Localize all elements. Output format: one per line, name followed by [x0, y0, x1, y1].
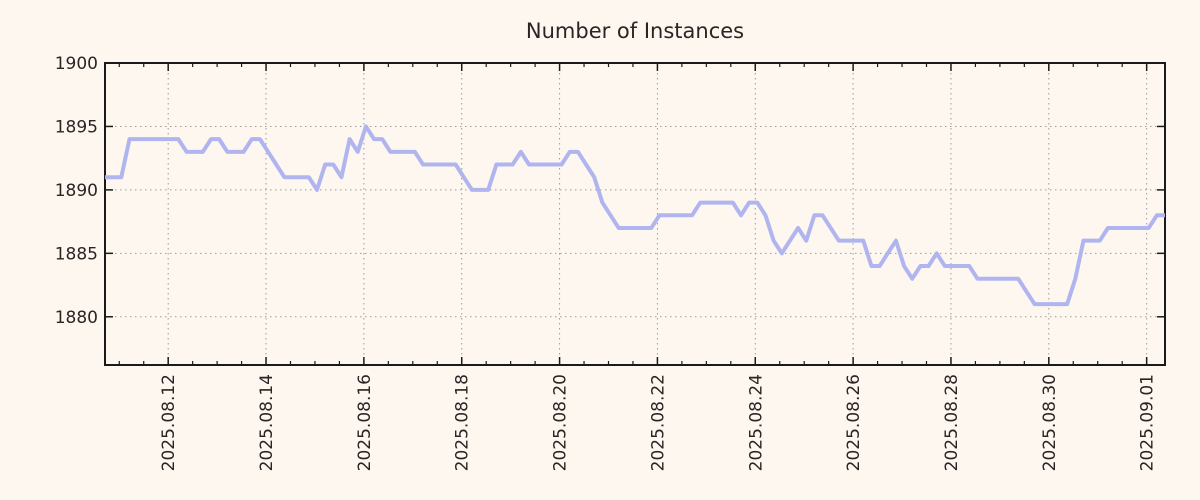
y-tick-label: 1885 — [55, 244, 98, 264]
chart-title: Number of Instances — [526, 19, 744, 43]
x-tick-label: 2025.08.12 — [159, 374, 179, 471]
y-tick-label: 1880 — [55, 308, 98, 328]
y-tick-label: 1895 — [55, 117, 98, 137]
x-tick-label: 2025.08.28 — [942, 374, 962, 471]
x-tick-label: 2025.08.18 — [453, 374, 473, 471]
x-tick-label: 2025.08.20 — [551, 374, 571, 471]
axis-layer: 2025.08.12 2025.08.14 2025.08.16 2025.08.18… — [55, 54, 1166, 471]
plot-border — [104, 62, 1166, 366]
grid-layer — [105, 63, 1165, 365]
x-tick-label: 2025.08.26 — [844, 374, 864, 471]
x-tick-label: 2025.08.14 — [257, 374, 277, 471]
series-line — [105, 124, 1165, 307]
y-tick-label: 1900 — [55, 54, 98, 74]
y-tick-label: 1890 — [55, 181, 98, 201]
x-tick-label: 2025.08.24 — [746, 374, 766, 471]
x-tick-label: 2025.08.16 — [355, 374, 375, 471]
x-tick-label: 2025.08.22 — [648, 374, 668, 471]
series-layer — [105, 124, 1165, 307]
x-tick-label: 2025.08.30 — [1040, 374, 1060, 471]
x-tick-label: 2025.09.01 — [1138, 374, 1158, 471]
